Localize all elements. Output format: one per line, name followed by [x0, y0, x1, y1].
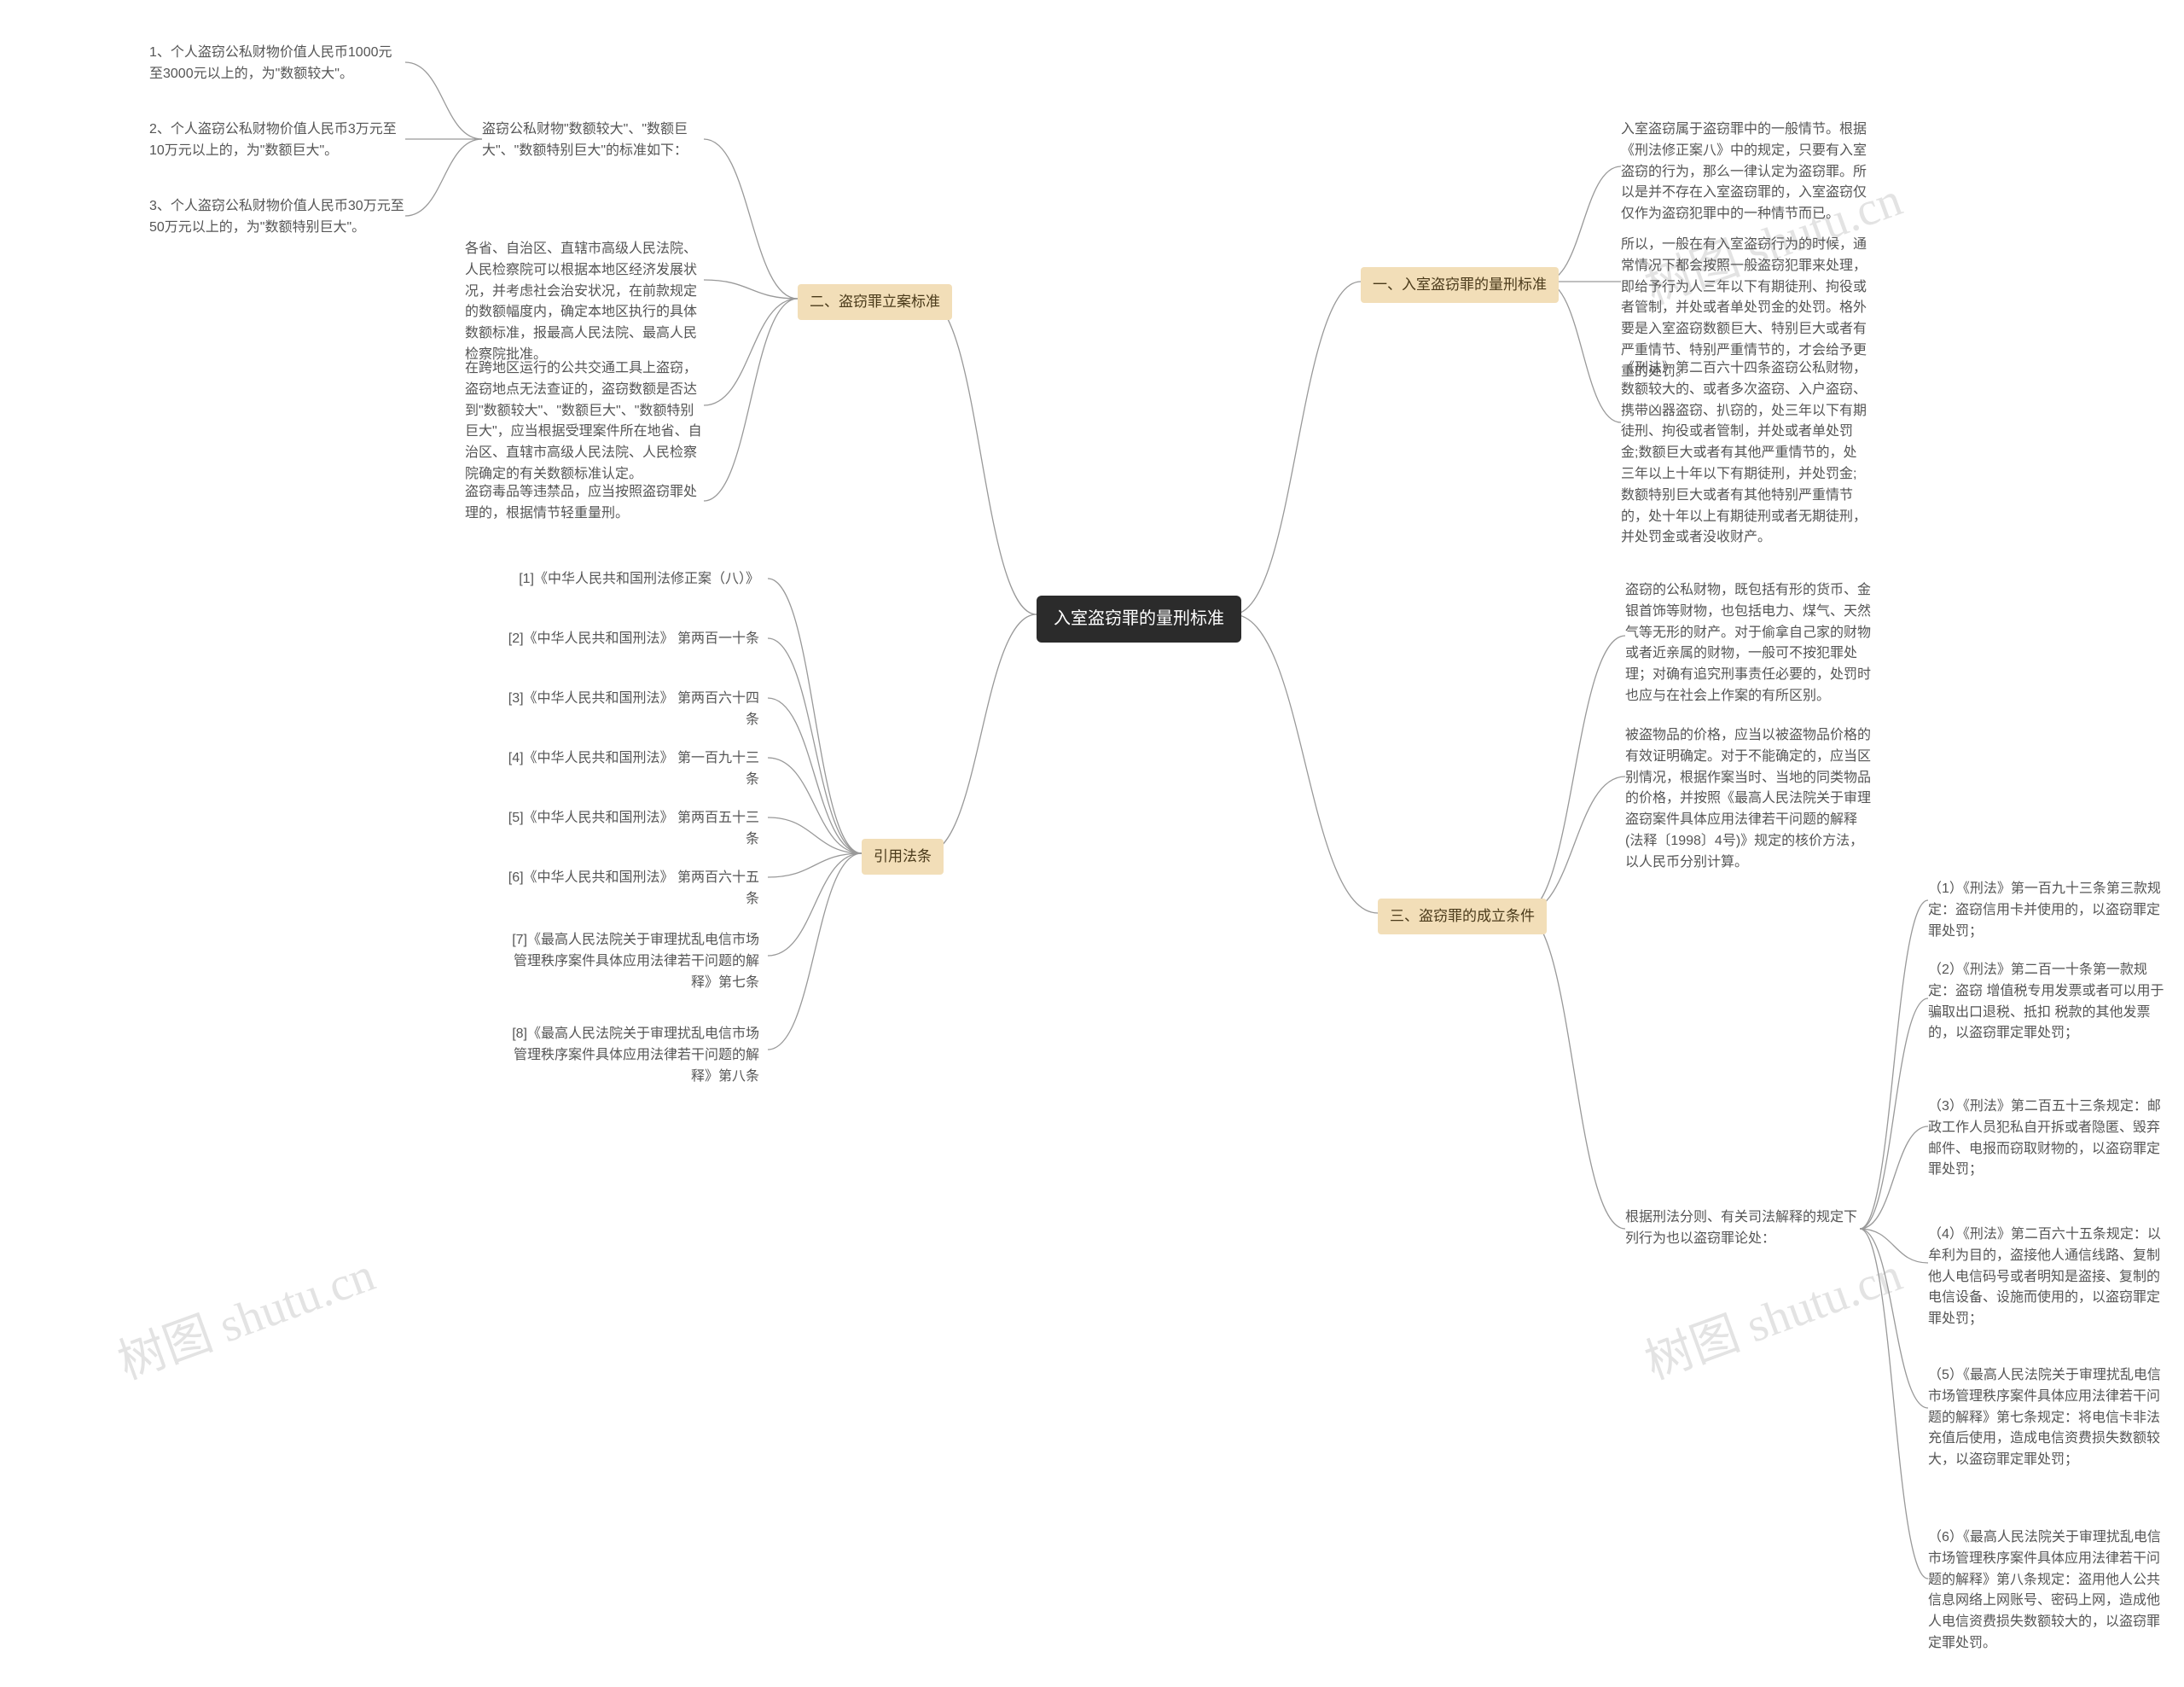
leaf: 盗窃的公私财物，既包括有形的货币、金银首饰等财物，也包括电力、煤气、天然气等无形… [1625, 580, 1873, 707]
leaf: （2）《刑法》第二百一十条第一款规定：盗窃 增值税专用发票或者可以用于骗取出口退… [1928, 960, 2167, 1044]
leaf: （1）《刑法》第一百九十三条第三款规定：盗窃信用卡并使用的，以盗窃罪定罪处罚； [1928, 879, 2167, 942]
leaf: 盗窃毒品等违禁品，应当按照盗窃罪处理的，根据情节轻重量刑。 [465, 482, 704, 525]
leaf: [1]《中华人民共和国刑法修正案（八）》 [503, 569, 759, 590]
leaf: 1、个人盗窃公私财物价值人民币1000元至3000元以上的，为"数额较大"。 [149, 43, 405, 85]
mindmap-canvas: 树图 shutu.cn 树图 shutu.cn 树图 shutu.cn [0, 0, 2184, 1687]
branch-right-3: 三、盗窃罪的成立条件 [1378, 899, 1547, 934]
center-node: 入室盗窃罪的量刑标准 [1037, 596, 1241, 643]
leaf: [2]《中华人民共和国刑法》 第两百一十条 [503, 629, 759, 650]
leaf: 3、个人盗窃公私财物价值人民币30万元至50万元以上的，为"数额特别巨大"。 [149, 196, 405, 239]
branch-right-1: 一、入室盗窃罪的量刑标准 [1361, 267, 1559, 303]
leaf: [4]《中华人民共和国刑法》 第一百九十三条 [503, 748, 759, 791]
leaf: 《刑法》第二百六十四条盗窃公私财物，数额较大的、或者多次盗窃、入户盗窃、携带凶器… [1621, 358, 1868, 549]
leaf: （5）《最高人民法院关于审理扰乱电信市场管理秩序案件具体应用法律若干问题的解释》… [1928, 1365, 2167, 1471]
leaf: [3]《中华人民共和国刑法》 第两百六十四条 [503, 689, 759, 731]
leaf: （6）《最高人民法院关于审理扰乱电信市场管理秩序案件具体应用法律若干问题的解释》… [1928, 1527, 2167, 1655]
leaf: [7]《最高人民法院关于审理扰乱电信市场管理秩序案件具体应用法律若干问题的解释》… [503, 930, 759, 993]
leaf: 在跨地区运行的公共交通工具上盗窃，盗窃地点无法查证的，盗窃数额是否达到"数额较大… [465, 358, 704, 486]
watermark: 树图 shutu.cn [1635, 1236, 1910, 1393]
leaf: 被盗物品的价格，应当以被盗物品价格的有效证明确定。对于不能确定的，应当区别情况，… [1625, 725, 1873, 874]
leaf-subgroup-label: 盗窃公私财物"数额较大"、"数额巨大"、"数额特别巨大"的标准如下： [482, 119, 704, 162]
branch-left-law: 引用法条 [862, 839, 944, 875]
leaf: [5]《中华人民共和国刑法》 第两百五十三条 [503, 808, 759, 851]
leaf-subgroup-label: 根据刑法分则、有关司法解释的规定下列行为也以盗窃罪论处： [1625, 1207, 1860, 1250]
leaf: （4）《刑法》第二百六十五条规定：以牟利为目的，盗接他人通信线路、复制他人电信码… [1928, 1225, 2167, 1330]
leaf: （3）《刑法》第二百五十三条规定：邮政工作人员犯私自开拆或者隐匿、毁弃邮件、电报… [1928, 1097, 2167, 1181]
watermark: 树图 shutu.cn [107, 1236, 383, 1393]
branch-left-2: 二、盗窃罪立案标准 [798, 284, 952, 320]
leaf: 各省、自治区、直辖市高级人民法院、人民检察院可以根据本地区经济发展状况，并考虑社… [465, 239, 704, 366]
leaf: [6]《中华人民共和国刑法》 第两百六十五条 [503, 868, 759, 910]
leaf: 入室盗窃属于盗窃罪中的一般情节。根据《刑法修正案八》中的规定，只要有入室盗窃的行… [1621, 119, 1868, 225]
leaf: 2、个人盗窃公私财物价值人民币3万元至10万元以上的，为"数额巨大"。 [149, 119, 405, 162]
leaf: [8]《最高人民法院关于审理扰乱电信市场管理秩序案件具体应用法律若干问题的解释》… [503, 1024, 759, 1087]
